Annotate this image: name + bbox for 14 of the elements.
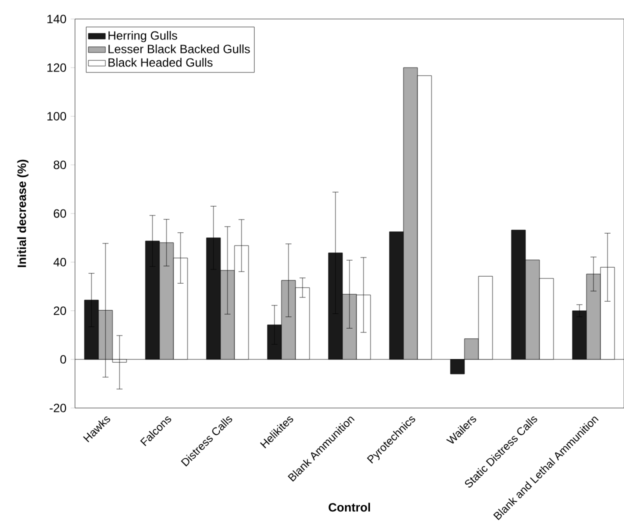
y-tick-label: 0	[60, 355, 66, 364]
y-tick-label: 100	[47, 112, 66, 121]
y-tick-label: 40	[53, 258, 66, 266]
y-axis-title: Initial decrease (%)	[17, 160, 28, 268]
y-tick-label: 120	[47, 63, 66, 72]
y-tick-label: 60	[54, 209, 66, 218]
y-tick-label: 80	[54, 160, 66, 170]
legend-label: Lesser Black Backed Gulls	[108, 44, 250, 54]
y-tick-label: 20	[54, 306, 66, 316]
x-axis-title: Control	[328, 502, 370, 512]
y-tick-label: -20	[50, 404, 66, 412]
legend-label: Herring Gulls	[108, 30, 178, 42]
y-tick-label: 140	[47, 14, 66, 24]
legend-label: Black Headed Gulls	[108, 58, 213, 67]
